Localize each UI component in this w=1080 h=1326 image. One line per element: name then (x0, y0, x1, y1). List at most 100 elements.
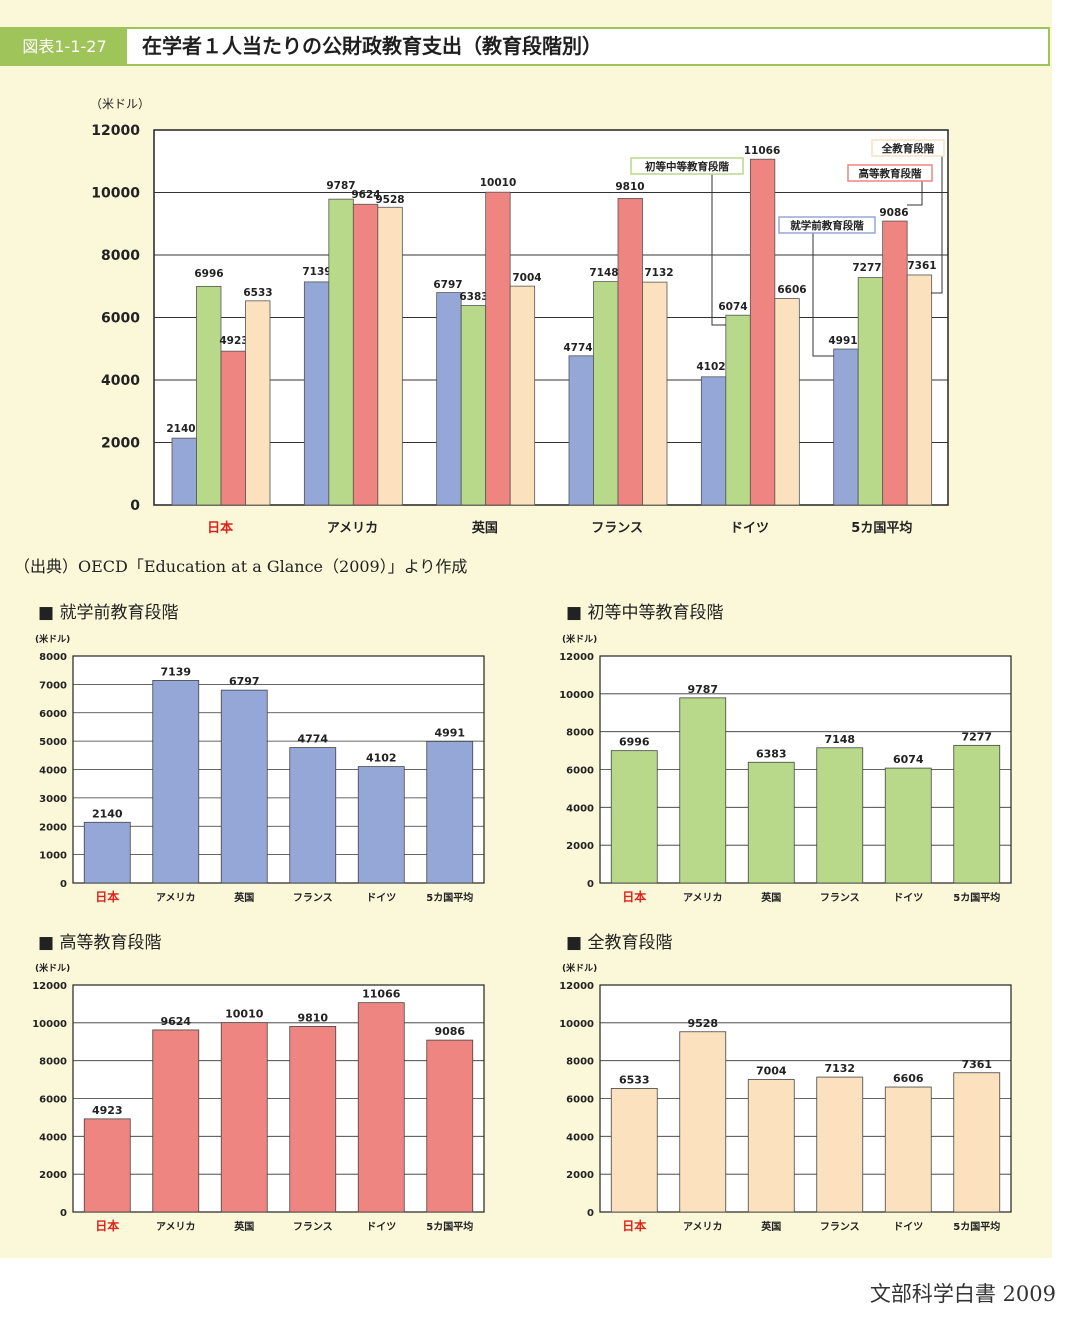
publication-footer: 文部科学白書 2009 (869, 1282, 1056, 1306)
data-label: 9787 (687, 683, 718, 696)
legend-leader-line (812, 233, 834, 357)
x-tick-label: アメリカ (156, 892, 196, 904)
x-tick-label: フランス (820, 1221, 860, 1233)
legend-box (630, 157, 744, 175)
y-tick-label: 6000 (39, 1095, 67, 1106)
x-tick-label: アメリカ (156, 1221, 196, 1233)
y-tick-label: 8000 (101, 248, 140, 264)
bar (509, 285, 536, 506)
x-tick-label: 日本 (95, 889, 119, 904)
y-tick-label: 4000 (566, 803, 594, 814)
y-tick-label: 10000 (559, 1019, 594, 1030)
y-tick-label: 0 (60, 1208, 67, 1219)
chart-title-higher: ■ 高等教育段階 (38, 933, 162, 953)
bar (426, 1039, 474, 1213)
x-tick-label: ドイツ (893, 892, 923, 904)
y-tick-label: 12000 (32, 981, 67, 992)
y-tick-label: 12000 (559, 981, 594, 992)
x-tick-label: 5カ国平均 (851, 520, 912, 536)
bar (884, 1086, 932, 1213)
bar (152, 1029, 200, 1213)
x-tick-label: ドイツ (730, 521, 769, 536)
data-label: 6533 (619, 1073, 650, 1086)
legend-box (847, 164, 933, 182)
y-tick-label: 0 (587, 1208, 594, 1219)
x-tick-label: フランス (293, 1221, 333, 1233)
bar (220, 1022, 268, 1213)
bar (642, 281, 668, 506)
y-tick-label: 2000 (39, 822, 67, 833)
x-tick-label: 英国 (233, 1220, 254, 1233)
data-label: 7132 (824, 1062, 855, 1075)
y-tick-label: 0 (587, 879, 594, 890)
data-label: 9624 (351, 189, 380, 201)
bar (352, 203, 379, 506)
y-tick-label: 8000 (566, 728, 594, 739)
x-tick-label: 英国 (760, 1220, 781, 1233)
data-label: 11066 (744, 145, 781, 157)
data-label: 7361 (961, 1058, 992, 1071)
x-tick-label: 日本 (622, 1218, 646, 1233)
data-label: 7277 (961, 730, 992, 743)
x-tick-label: 日本 (622, 889, 646, 904)
bar (357, 1002, 405, 1213)
data-label: 6996 (194, 268, 223, 280)
data-label: 4774 (563, 342, 592, 354)
data-label: 4923 (92, 1104, 123, 1117)
data-label: 6074 (718, 301, 747, 313)
y-tick-label: 8000 (566, 1057, 594, 1068)
figure-header: 図表1-1-27 在学者１人当たりの公財政教育支出（教育段階別） (0, 27, 1050, 66)
y-tick-label: 10000 (559, 690, 594, 701)
data-label: 4991 (434, 726, 465, 739)
data-label: 6797 (229, 675, 260, 688)
bar (774, 298, 800, 506)
figure-title: 在学者１人当たりの公財政教育支出（教育段階別） (142, 34, 602, 58)
data-label: 6074 (893, 753, 924, 766)
x-tick-label: 英国 (760, 891, 781, 904)
y-tick-label: 4000 (39, 1132, 67, 1143)
bar (747, 761, 795, 884)
y-tick-label: 6000 (39, 709, 67, 720)
bar (610, 1088, 658, 1213)
x-tick-label: 日本 (207, 520, 233, 536)
bar (747, 1079, 795, 1213)
bar (171, 437, 197, 506)
data-label: 9528 (375, 194, 404, 206)
chart-title-preschool: ■ 就学前教育段階 (38, 603, 179, 623)
source-note: （出典）OECD「Education at a Glance（2009）」より作… (14, 557, 468, 576)
data-label: 10010 (225, 1008, 264, 1021)
data-label: 6606 (777, 284, 806, 296)
x-tick-label: ドイツ (366, 1221, 396, 1233)
legend-box (871, 139, 945, 157)
bar (289, 747, 337, 884)
x-tick-label: フランス (591, 521, 643, 536)
bar (749, 158, 776, 506)
data-label: 4102 (366, 752, 397, 765)
x-tick-label: 英国 (471, 520, 498, 536)
y-tick-label: 4000 (566, 1132, 594, 1143)
y-tick-label: 8000 (39, 652, 67, 663)
x-tick-label: アメリカ (327, 521, 378, 536)
data-label: 7004 (756, 1065, 787, 1078)
y-tick-label: 2000 (39, 1170, 67, 1181)
y-tick-label: 2000 (566, 1170, 594, 1181)
legend-label: 就学前教育段階 (790, 219, 864, 232)
data-label: 4102 (696, 361, 725, 373)
y-axis-unit: (米ドル) (562, 962, 597, 974)
data-label: 7139 (160, 665, 191, 678)
data-label: 9787 (326, 180, 355, 192)
x-tick-label: フランス (293, 892, 333, 904)
bar (679, 1031, 727, 1213)
y-tick-label: 7000 (39, 680, 67, 691)
x-tick-label: アメリカ (683, 892, 723, 904)
bar (953, 744, 1001, 884)
figure-number: 図表1-1-27 (2, 29, 127, 64)
bar (700, 376, 727, 506)
data-label: 4923 (219, 335, 248, 347)
y-axis-unit: (米ドル) (562, 633, 597, 645)
y-axis-unit: (米ドル) (35, 633, 70, 645)
bar (436, 292, 462, 506)
bar (83, 821, 131, 884)
data-label: 10010 (480, 177, 517, 189)
